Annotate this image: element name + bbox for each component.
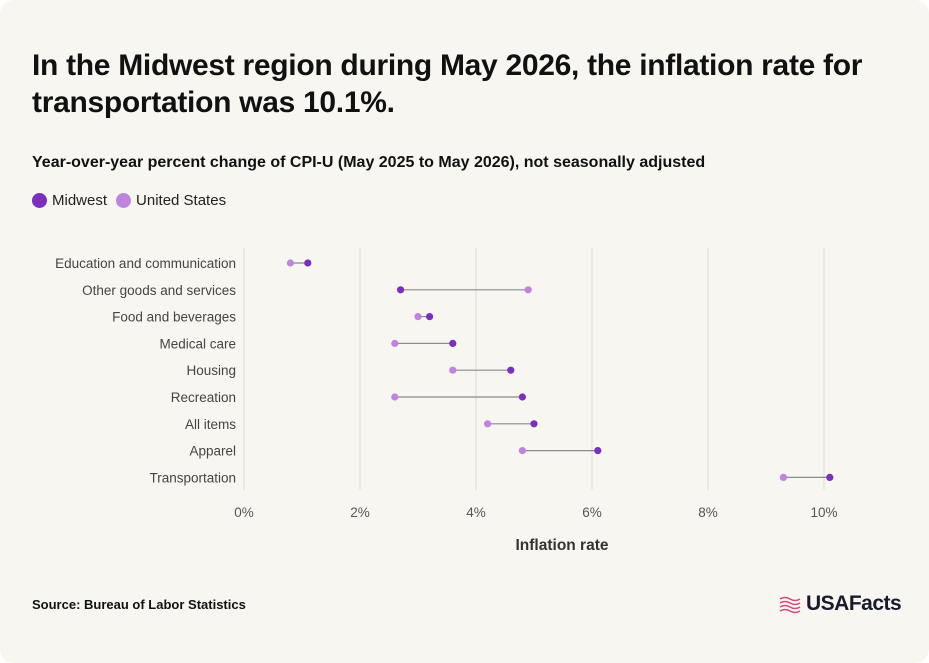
category-label: Food and beverages [112, 310, 236, 325]
category-label: All items [185, 417, 236, 432]
category-label: Education and communication [55, 256, 236, 271]
category-label: Other goods and services [82, 283, 236, 298]
us-point [518, 447, 527, 455]
us-point [484, 420, 492, 428]
midwest-point [826, 473, 834, 481]
midwest-point [530, 420, 538, 428]
source-note: Source: Bureau of Labor Statistics [32, 597, 246, 612]
flag-icon [779, 596, 801, 614]
us-point [524, 286, 532, 294]
usafacts-logo[interactable]: USAFacts [778, 592, 902, 616]
midwest-point [397, 286, 405, 294]
legend-swatch-united-states [116, 193, 132, 208]
us-point [391, 393, 399, 401]
legend-label-midwest: Midwest [52, 192, 108, 209]
chart-subtitle: Year-over-year percent change of CPI-U (… [32, 154, 706, 171]
x-tick-label: 8% [698, 505, 718, 520]
us-point [414, 313, 422, 321]
category-label: Medical care [159, 336, 236, 351]
x-tick-label: 6% [582, 505, 602, 520]
x-axis-title: Inflation rate [515, 537, 608, 554]
logo-text: USAFacts [806, 592, 902, 615]
x-tick-label: 0% [234, 505, 254, 520]
midwest-point [507, 366, 515, 374]
us-point [286, 259, 294, 267]
midwest-point [518, 393, 527, 401]
category-label: Recreation [171, 390, 236, 405]
page-title: In the Midwest region during May 2026, t… [32, 49, 863, 119]
midwest-point [304, 259, 312, 267]
us-point [779, 473, 788, 481]
x-tick-label: 10% [810, 505, 837, 520]
legend-item-midwest[interactable]: Midwest [32, 192, 107, 209]
category-label: Transportation [149, 470, 236, 485]
legend-item-united-states[interactable]: United States [116, 192, 226, 209]
midwest-point [449, 339, 457, 347]
midwest-point [594, 447, 602, 455]
us-point [391, 339, 399, 347]
us-point [449, 366, 457, 374]
legend-swatch-midwest [32, 193, 47, 208]
category-label: Housing [186, 363, 236, 378]
midwest-point [426, 313, 434, 321]
legend-label-united-states: United States [136, 192, 227, 209]
legend: Midwest United States [32, 192, 235, 209]
x-tick-label: 2% [350, 505, 370, 520]
category-label: Apparel [189, 444, 236, 459]
x-tick-label: 4% [466, 505, 486, 520]
